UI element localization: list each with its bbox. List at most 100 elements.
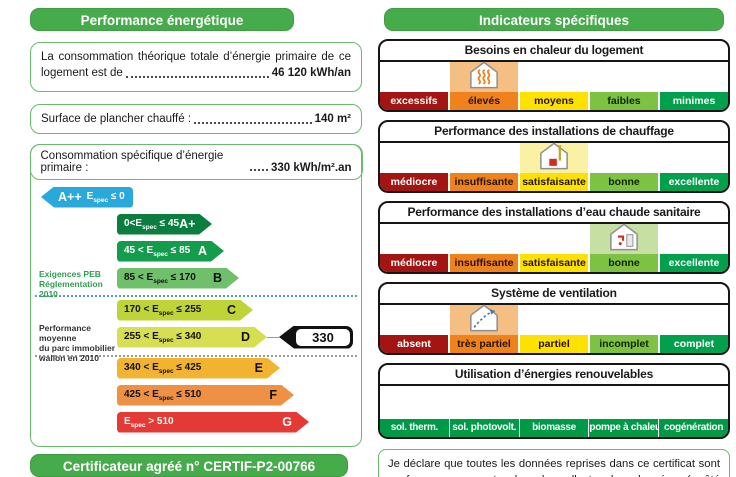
category-cell-élevés: élevés [450,92,518,110]
grade-letter: F [269,388,277,402]
indicator-column-médiocre [380,224,448,254]
scale-bar-g: Espec > 510 G [117,412,309,433]
house-water-icon [606,222,642,257]
category-cell-très partiel: très partiel [450,335,518,353]
indicator-body [380,60,728,95]
floor-area-value: 140 m² [314,113,351,125]
scale-bar-a+: 0<Espec ≤ 45 A+ [117,214,212,235]
indicator-column-incomplet [590,305,658,335]
indicator-column-complet [660,305,728,335]
grade-letter: B [212,271,222,285]
scale-bar-a++: A++ Espec ≤ 0 [41,186,133,208]
energy-grade-scale: A++ Espec ≤ 0 0<Espec ≤ 45 A+ 45 < Espec ≤ 8… [35,185,357,441]
scale-bar-f: 425 < Espec ≤ 510 F [117,385,294,406]
indicators-panel-title: Indicateurs spécifiques [384,8,724,31]
category-cell-insuffisante: insuffisante [450,173,518,191]
average-stock-dotted-line [35,354,357,357]
scale-bar-b: 85 < Espec ≤ 170 B [117,268,239,289]
indicator-title: Utilisation d’énergies renouvelables [380,365,728,386]
category-cell-moyens: moyens [520,92,588,110]
indicator-box-5: Utilisation d’énergies renouvelables sol.… [378,363,730,439]
indicator-column-satisfaisante [520,141,588,176]
indicator-column-satisfaisante [520,224,588,254]
average-stock-label: Performance moyenne du parc immobilier wal… [39,322,116,363]
grade-letter: A [197,244,207,258]
category-cell-minimes: minimes [660,92,728,110]
grade-range-label: 45 < Espec ≤ 85 [124,244,191,258]
dotted-leader [125,76,269,78]
grade-letter: D [240,330,250,344]
marker-connector-line [267,336,279,338]
category-cell-incomplet: incomplet [590,335,658,353]
indicator-column-insuffisante [450,143,518,173]
indicator-column-excellente [660,143,728,173]
category-cell-insuffisante: insuffisante [450,254,518,272]
house-boiler-icon [536,141,572,176]
indicator-category-row: excessifs élevés moyens faibles minimes [380,92,728,110]
grade-range-label: 425 < Espec ≤ 510 [124,388,202,402]
category-cell-excellente: excellente [660,173,728,191]
indicator-column-élevés [450,60,518,95]
indicator-body [380,141,728,176]
peb-requirement-label: Exigences PEB Réglementation 2010 [39,268,103,299]
total-consumption-value: 46 120 kWh/an [271,67,351,79]
indicator-column-partiel [520,305,588,335]
indicator-column-pompe à chaleur [590,386,658,419]
indicator-title: Performance des installations de chauffa… [380,122,728,143]
indicator-column-excessifs [380,62,448,92]
grade-range-label: 85 < Espec ≤ 170 [124,271,196,285]
indicator-column-cogénération [660,386,728,419]
category-cell-satisfaisante: satisfaisante [520,254,588,272]
house-heat-icon [466,60,502,95]
category-cell-biomasse: biomasse [519,419,589,437]
grade-letter: C [226,303,236,317]
indicator-boxes: Besoins en chaleur du logement excessifs é… [378,39,730,439]
category-cell-partiel: partiel [520,335,588,353]
category-cell-médiocre: médiocre [380,173,448,191]
category-cell-faibles: faibles [590,92,658,110]
indicator-category-row: médiocre insuffisante satisfaisante bonne ex… [380,173,728,191]
category-cell-bonne: bonne [590,173,658,191]
indicator-category-row: sol. therm. sol. photovolt. biomasse pompe … [380,419,728,437]
indicator-column-biomasse [520,386,588,419]
performance-panel: Performance énergétique La consommation … [29,8,363,477]
specific-consumption-box: Consommation spécifique d’énergie primai… [29,143,363,447]
indicator-title: Besoins en chaleur du logement [380,41,728,62]
category-cell-pompe à chaleur: pompe à chaleur [589,419,659,437]
indicator-body [380,222,728,257]
category-cell-médiocre: médiocre [380,254,448,272]
indicator-column-bonne [590,222,658,257]
indicator-category-row: absent très partiel partiel incomplet comple… [380,335,728,353]
total-consumption-box: La consommation théorique totale d’énerg… [30,42,362,92]
indicator-box-4: Système de ventilation absent très partiel… [378,282,730,355]
category-cell-absent: absent [380,335,448,353]
category-cell-sol. photovolt.: sol. photovolt. [449,419,519,437]
grade-range-label: 340 < Espec ≤ 425 [124,361,202,375]
indicator-body [380,303,728,338]
indicators-panel: Indicateurs spécifiques Besoins en chale… [378,8,730,477]
grade-range-label: Espec ≤ 0 [86,190,125,204]
category-cell-sol. therm.: sol. therm. [380,419,449,437]
grade-letter: A+ [179,217,196,231]
indicator-column-faibles [590,62,658,92]
total-consumption-line2: logement est de [41,67,123,79]
indicator-title: Performance des installations d’eau chau… [380,203,728,224]
scale-bar-d: 255 < Espec ≤ 340 D [117,327,267,348]
indicator-column-bonne [590,143,658,173]
category-cell-satisfaisante: satisfaisante [520,173,588,191]
category-cell-cogénération: cogénération [659,419,728,437]
indicator-column-moyens [520,62,588,92]
house-air-icon [466,303,502,338]
declaration-box: Je déclare que toutes les données repris… [378,449,730,477]
indicator-column-médiocre [380,143,448,173]
floor-area-box: Surface de plancher chauffé : 140 m² [30,104,362,134]
indicator-column-sol. photovolt. [450,386,518,419]
grade-letter: A++ [58,190,82,204]
indicator-title: Système de ventilation [380,284,728,305]
scale-bar-e: 340 < Espec ≤ 425 E [117,358,280,379]
indicator-column-insuffisante [450,224,518,254]
grade-letter: E [254,361,263,375]
floor-area-label: Surface de plancher chauffé : [41,113,192,125]
indicator-column-excellente [660,224,728,254]
